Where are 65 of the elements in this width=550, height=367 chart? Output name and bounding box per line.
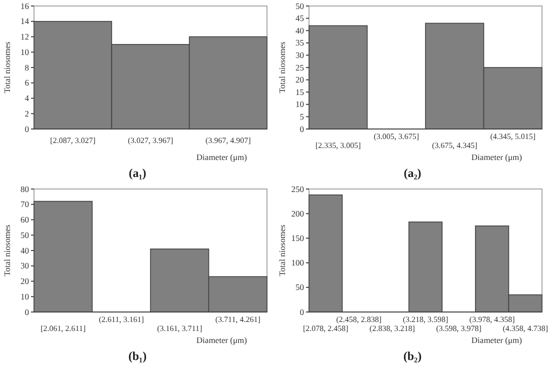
text: (b₂) xyxy=(403,349,422,363)
x-tick-label: (4.345, 5.015] xyxy=(490,132,536,141)
x-tick-label: (3.598, 3.978] xyxy=(436,324,482,333)
y-tick-label: 70 xyxy=(20,199,29,210)
y-tick-label: 80 xyxy=(20,184,29,194)
y-tick-label: 50 xyxy=(20,230,29,240)
y-tick-label: 0 xyxy=(300,306,304,317)
y-tick-label: 150 xyxy=(291,233,304,244)
x-tick-label: (3.027, 3.967] xyxy=(128,136,174,145)
x-axis-title: Diameter (μm) xyxy=(471,335,522,345)
y-tick-label: 200 xyxy=(291,208,304,218)
y-tick-label: 50 xyxy=(296,0,304,11)
y-tick-label: 250 xyxy=(291,184,304,194)
y-axis-title: Total niosomes xyxy=(2,224,12,276)
y-tick-label: 10 xyxy=(296,99,304,110)
y-tick-label: 40 xyxy=(20,245,29,256)
y-tick-label: 0 xyxy=(300,124,304,134)
x-tick-label: (3.675, 4.345] xyxy=(432,141,478,150)
x-tick-label: (2.458, 2.838] xyxy=(336,315,382,324)
y-axis-title: Total niosomes xyxy=(2,42,12,94)
x-tick-label: (3.978, 4.358] xyxy=(469,315,516,324)
y-tick-label: 0 xyxy=(24,124,29,134)
y-tick-label: 6 xyxy=(24,78,29,88)
y-tick-label: 40 xyxy=(296,25,304,36)
text: (b₁) xyxy=(128,349,147,363)
y-tick-label: 60 xyxy=(20,214,29,225)
y-tick-label: 30 xyxy=(20,260,29,271)
y-tick-label: 10 xyxy=(20,46,29,57)
y-axis-title: Total niosomes xyxy=(277,224,287,276)
x-tick-label: (3.161, 3.711] xyxy=(157,324,202,333)
x-tick-label: [2.078, 2.458] xyxy=(302,324,349,333)
x-tick-label: (3.218, 3.598] xyxy=(402,315,448,324)
x-axis-title: Diameter (μm) xyxy=(196,335,248,345)
y-tick-label: 12 xyxy=(20,32,29,42)
y-tick-label: 2 xyxy=(24,108,29,118)
y-tick-label: 16 xyxy=(20,0,29,11)
y-tick-label: 20 xyxy=(20,276,29,286)
y-tick-label: 4 xyxy=(24,93,30,104)
y-tick-label: 8 xyxy=(24,62,29,72)
y-tick-label: 100 xyxy=(291,258,304,268)
x-tick-label: [2.061, 2.611] xyxy=(40,324,86,333)
y-tick-label: 15 xyxy=(296,86,304,97)
x-tick-label: (4.358, 4.738] xyxy=(502,324,548,333)
y-tick-label: 20 xyxy=(296,74,304,85)
y-tick-label: 25 xyxy=(296,62,304,72)
y-tick-label: 10 xyxy=(20,291,29,302)
y-tick-label: 30 xyxy=(296,50,304,60)
y-tick-label: 45 xyxy=(296,13,304,24)
x-axis-title: Diameter (μm) xyxy=(471,152,522,162)
x-tick-label: (3.967, 4.907] xyxy=(206,136,252,145)
y-tick-label: 0 xyxy=(24,306,29,317)
y-tick-label: 50 xyxy=(296,282,304,292)
x-tick-label: (2.838, 3.218] xyxy=(370,324,416,333)
y-tick-label: 5 xyxy=(300,112,304,122)
x-axis-title: Diameter (μm) xyxy=(196,152,248,162)
x-tick-label: [2.087, 3.027] xyxy=(50,136,96,145)
y-tick-label: 14 xyxy=(20,16,30,26)
x-tick-label: (3.005, 3.675] xyxy=(374,132,420,141)
y-axis-title: Total niosomes xyxy=(277,42,287,94)
x-tick-label: [2.335, 3.005] xyxy=(315,141,362,150)
x-tick-label: (2.611, 3.161] xyxy=(98,315,144,324)
text: (a₂) xyxy=(404,166,422,180)
text: (a₁) xyxy=(128,166,146,180)
y-tick-label: 35 xyxy=(296,38,304,48)
x-tick-label: (3.711, 4.261] xyxy=(215,315,261,324)
